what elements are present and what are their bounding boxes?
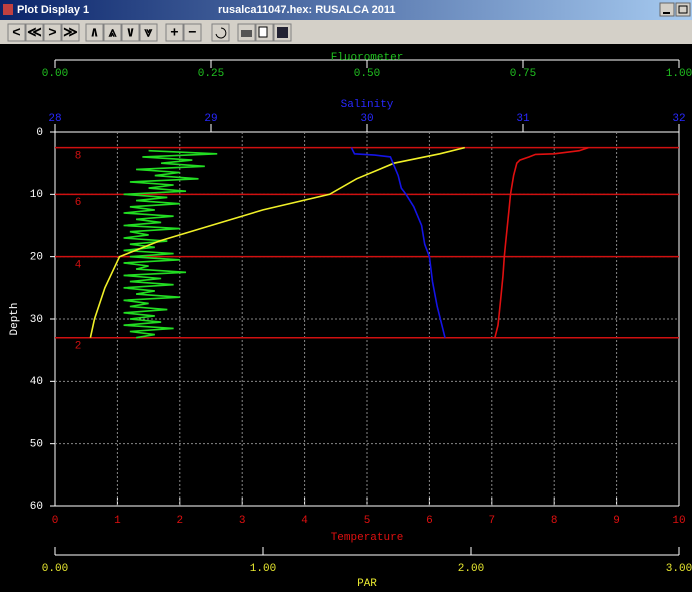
x-tick-label: 30: [360, 113, 373, 125]
x-tick-label: 4: [301, 515, 308, 527]
x-tick-label: 29: [204, 113, 217, 125]
toolbar-glyph: ∧: [90, 26, 98, 42]
save-glyph: [277, 27, 288, 38]
toolbar-button[interactable]: [165, 23, 184, 42]
profile-line: [494, 146, 589, 338]
maximize-glyph: [678, 5, 688, 14]
x-tick-label: 1: [114, 515, 121, 527]
x-tick-label: 32: [672, 113, 685, 125]
x-tick-label: 0.00: [42, 563, 68, 575]
x-tick-label: 7: [488, 515, 495, 527]
toolbar-button[interactable]: [139, 23, 158, 42]
x-axis-title: Temperature: [331, 532, 404, 544]
toolbar-button[interactable]: [183, 23, 202, 42]
profile-line: [89, 146, 465, 338]
bottle-label: 6: [75, 197, 82, 209]
toolbar-glyph: ⩓: [108, 26, 118, 42]
y-axis-title: Depth: [9, 302, 21, 335]
copy-glyph: [258, 26, 268, 38]
bottle-label: 4: [75, 260, 82, 272]
x-tick-label: 31: [516, 113, 530, 125]
y-tick-label: 50: [30, 439, 43, 451]
toolbar-button[interactable]: [121, 23, 140, 42]
x-tick-label: 8: [551, 515, 558, 527]
toolbar-glyph: ≪: [27, 26, 42, 42]
y-tick-label: 0: [36, 127, 43, 139]
x-tick-label: 28: [48, 113, 61, 125]
window-title: Plot Display 1: [17, 4, 89, 16]
x-tick-label: 6: [426, 515, 433, 527]
toolbar-button[interactable]: [85, 23, 104, 42]
toolbar-glyph: >: [48, 26, 56, 42]
x-axis-title: Salinity: [341, 99, 394, 111]
x-tick-label: 9: [613, 515, 620, 527]
minimize-button[interactable]: [659, 2, 675, 17]
y-tick-label: 10: [30, 189, 43, 201]
toolbar-glyph: <: [12, 26, 20, 42]
title-bar: [0, 0, 692, 20]
profile-line: [123, 149, 218, 339]
x-tick-label: 2: [176, 515, 183, 527]
x-tick-label: 10: [672, 515, 685, 527]
y-tick-label: 60: [30, 501, 43, 513]
y-tick-label: 30: [30, 314, 43, 326]
x-axis-title: Fluorometer: [331, 52, 404, 64]
toolbar-button[interactable]: [103, 23, 122, 42]
x-tick-label: 5: [364, 515, 371, 527]
x-tick-label: 0.00: [42, 68, 68, 80]
bottle-label: 2: [75, 341, 82, 353]
toolbar-glyph: ≫: [63, 26, 78, 42]
x-tick-label: 0.75: [510, 68, 536, 80]
x-tick-label: 0: [52, 515, 59, 527]
undo-glyph: [215, 27, 227, 39]
app-icon: [3, 4, 13, 15]
x-tick-label: 2.00: [458, 563, 484, 575]
toolbar-button[interactable]: [7, 23, 26, 42]
bottle-label: 8: [75, 150, 82, 162]
x-tick-label: 0.50: [354, 68, 380, 80]
toolbar-glyph: +: [170, 26, 178, 42]
toolbar-buttons: < ≪ > ≫ ∧ ⩓ ∨ ⩔ + −: [7, 23, 202, 42]
toolbar-glyph: −: [188, 26, 196, 42]
x-tick-label: 3: [239, 515, 246, 527]
x-tick-label: 0.25: [198, 68, 224, 80]
x-tick-label: 1.00: [666, 68, 692, 80]
toolbar-button[interactable]: [25, 23, 44, 42]
print-glyph: [241, 30, 252, 37]
x-tick-label: 1.00: [250, 563, 276, 575]
toolbar-glyph: ⩔: [144, 26, 153, 42]
window-file: rusalca11047.hex: RUSALCA 2011: [218, 4, 396, 16]
x-tick-label: 3.00: [666, 563, 692, 575]
profile-line: [350, 147, 446, 338]
toolbar-button[interactable]: [43, 23, 62, 42]
toolbar-button[interactable]: [61, 23, 80, 42]
x-axis-title: PAR: [357, 578, 377, 590]
toolbar-glyph: ∨: [126, 26, 134, 42]
maximize-button[interactable]: [675, 2, 691, 17]
y-tick-label: 20: [30, 252, 43, 264]
y-tick-label: 40: [30, 376, 43, 388]
